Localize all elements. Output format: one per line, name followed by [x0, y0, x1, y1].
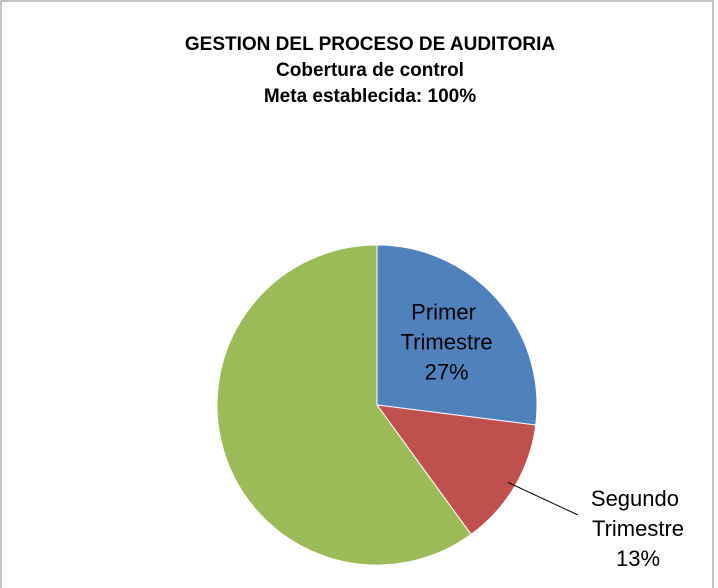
leader-line: [507, 481, 579, 516]
data-label-value: 13%: [616, 546, 660, 571]
data-label-category: Segundo Trimestre: [591, 486, 685, 541]
pie-slice: [375, 404, 537, 536]
chart-title: Meta establecida: 100%: [264, 86, 476, 107]
chart-title: GESTION DEL PROCESO DE AUDITORIA: [185, 34, 555, 55]
data-label-category: Primer Trimestre: [401, 299, 493, 354]
pie-slice: [376, 244, 538, 426]
chart-title: Cobertura de control: [276, 60, 464, 81]
data-label-value: 27%: [425, 359, 469, 384]
pie-slice: [216, 244, 472, 566]
